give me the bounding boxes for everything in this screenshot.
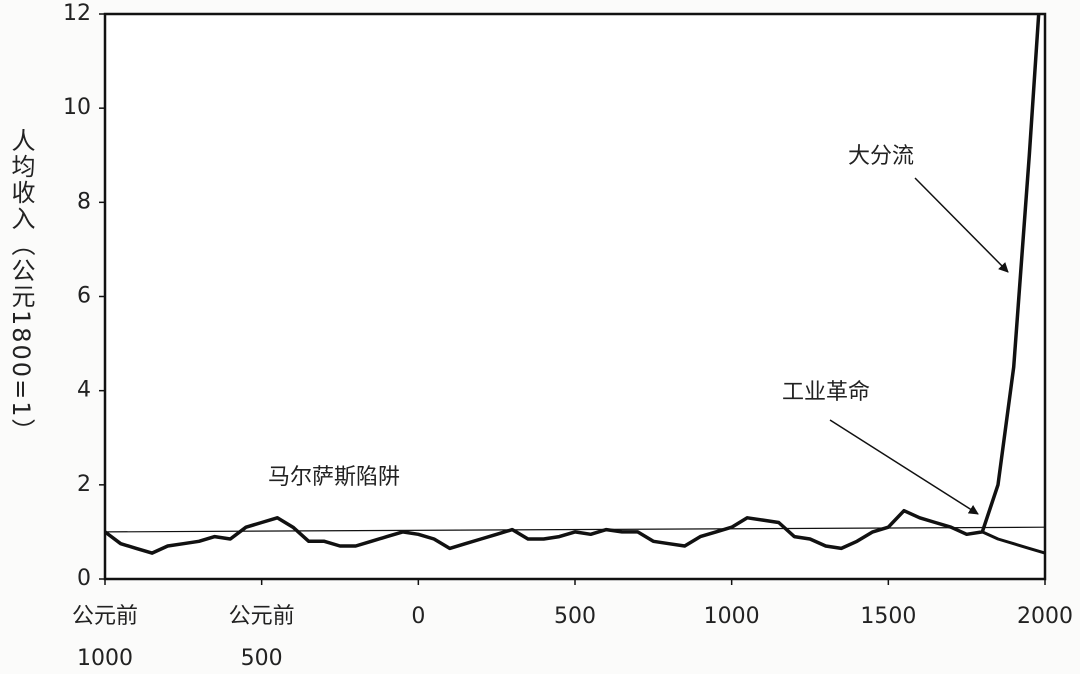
x-tick-label: 500 <box>554 604 596 629</box>
annotation: 大分流 <box>848 144 914 169</box>
y-tick-label: 2 <box>77 472 91 497</box>
y-tick-label: 8 <box>77 189 91 214</box>
arrow <box>914 177 1009 273</box>
x-tick-label: 0 <box>411 604 426 629</box>
line <box>981 530 1046 555</box>
y-tick-label: 12 <box>63 1 91 26</box>
y-tick-label: 6 <box>77 284 91 309</box>
arrow <box>829 419 979 515</box>
x-tick-label: 1500 <box>860 604 917 629</box>
x-tick-label: 公元前 500 <box>228 604 295 671</box>
line <box>103 13 1041 555</box>
y-tick-label: 0 <box>77 566 91 591</box>
annotation: 工业革命 <box>782 380 870 405</box>
annotation: 马尔萨斯陷阱 <box>268 465 400 490</box>
line <box>104 526 1046 533</box>
x-tick-label: 2000 <box>1017 604 1073 629</box>
plot-frame <box>103 12 1047 581</box>
y-tick-label: 10 <box>63 95 91 120</box>
y-axis-title: 人均收入（公元1800=1） <box>7 128 35 445</box>
x-tick-label: 公元前 1000 <box>71 604 138 671</box>
y-tick-label: 4 <box>77 378 91 403</box>
x-tick-label: 1000 <box>703 604 760 629</box>
